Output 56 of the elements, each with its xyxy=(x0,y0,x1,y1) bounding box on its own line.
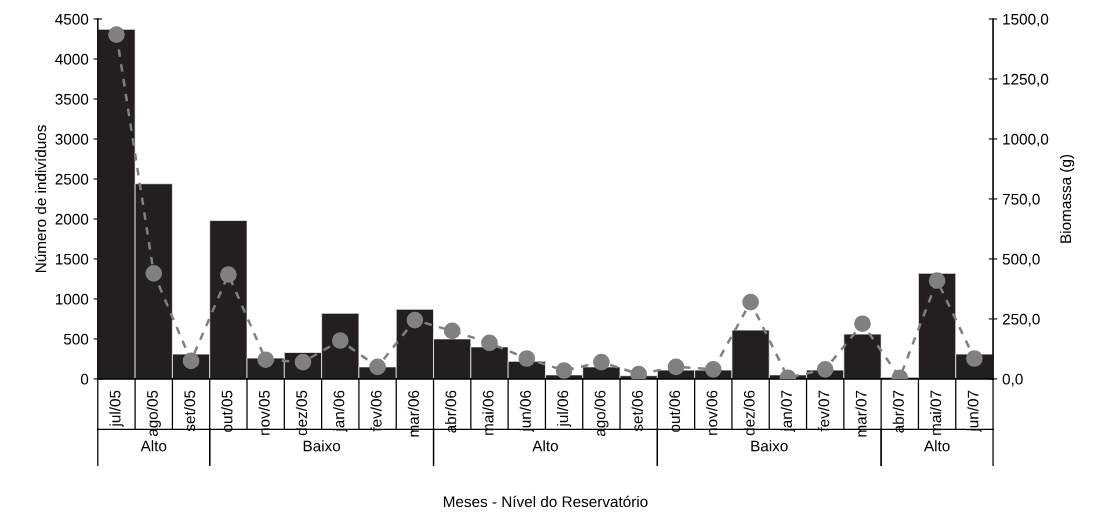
x-tick-label: abr/06 xyxy=(445,390,457,433)
x-tick-label: mai/07 xyxy=(929,390,942,435)
point xyxy=(443,322,461,340)
point xyxy=(145,264,163,282)
x-tick-label: mar/07 xyxy=(855,390,867,437)
x-tick-label: abr/07 xyxy=(892,390,904,433)
y2-tick-label: 250,0 xyxy=(1002,313,1040,327)
x-tick-label: set/06 xyxy=(631,390,643,432)
y-tick-label: 4500 xyxy=(55,13,89,25)
x-tick-label: mar/06 xyxy=(407,390,419,437)
y2-tick-label: 1250,0 xyxy=(1003,73,1049,87)
x-axis-title: Meses - Nível do Reservatório xyxy=(443,495,648,508)
point xyxy=(406,311,424,329)
y2-tick-label: 500,0 xyxy=(1002,253,1040,267)
point xyxy=(518,350,536,367)
x-tick-label: out/06 xyxy=(668,390,681,432)
y-axis-title: Número de indivíduos xyxy=(34,125,47,272)
point xyxy=(742,293,759,311)
x-tick-label: out/05 xyxy=(221,390,233,432)
y-tick-label: 2000 xyxy=(55,213,89,225)
point xyxy=(108,26,125,43)
y-tick-label: 3000 xyxy=(55,133,89,145)
x-tick-label: jul/05 xyxy=(109,390,124,427)
y2-tick-label: 1000,0 xyxy=(1003,133,1049,147)
point xyxy=(667,358,685,376)
point xyxy=(220,266,237,283)
y-tick-label: 500 xyxy=(63,333,89,345)
point xyxy=(481,334,498,352)
point xyxy=(593,353,610,371)
point xyxy=(816,360,834,378)
point xyxy=(704,360,722,378)
y-tick-label: 1000 xyxy=(55,293,89,305)
point xyxy=(854,315,871,333)
x-tick-label: ago/05 xyxy=(146,390,161,437)
y-tick-label: 4000 xyxy=(55,53,89,65)
y2-axis-title: Biomassa (g) xyxy=(1059,154,1075,243)
text: Alto xyxy=(923,440,950,452)
text: Baixo xyxy=(303,440,341,452)
point xyxy=(555,362,573,379)
point xyxy=(928,272,946,289)
text: Alto xyxy=(140,440,167,452)
x-tick-label: mai/06 xyxy=(482,390,494,435)
x-tick-label: jul/06 xyxy=(556,390,572,427)
x-tick-label: set/05 xyxy=(183,390,196,432)
y2-tick-label: 750,0 xyxy=(1002,193,1040,207)
y-tick-label: 2500 xyxy=(55,173,89,185)
y-tick-label: 1500 xyxy=(55,253,89,265)
text: Baixo xyxy=(751,440,788,452)
y2-tick-label: 0,0 xyxy=(1002,373,1023,387)
x-tick-label: nov/05 xyxy=(258,390,270,435)
x-tick-label: ago/06 xyxy=(594,390,609,437)
y-tick-label: 3500 xyxy=(55,93,89,105)
point xyxy=(369,358,386,376)
y-tick-label: 0 xyxy=(80,373,89,385)
y2-tick-label: 1500,0 xyxy=(1003,13,1049,27)
text: Alto xyxy=(532,440,558,452)
